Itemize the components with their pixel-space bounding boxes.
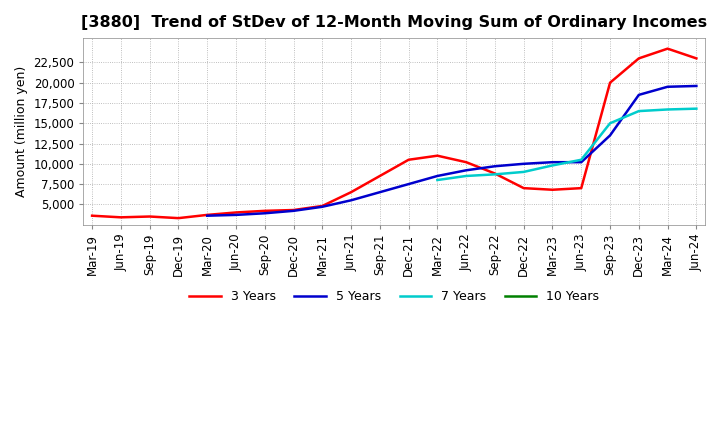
7 Years (548, 163, 557, 168)
7 Years (692, 106, 701, 111)
7 Years (490, 172, 499, 177)
5 Years (261, 211, 269, 216)
7 Years (606, 121, 614, 126)
Line: 7 Years: 7 Years (437, 109, 696, 180)
7 Years (519, 169, 528, 175)
7 Years (634, 108, 643, 114)
3 Years (462, 160, 470, 165)
3 Years (606, 80, 614, 85)
7 Years (433, 177, 441, 183)
5 Years (376, 190, 384, 195)
5 Years (577, 160, 585, 165)
5 Years (203, 213, 212, 218)
5 Years (347, 198, 356, 203)
5 Years (289, 208, 298, 213)
5 Years (490, 164, 499, 169)
3 Years (232, 210, 240, 215)
3 Years (203, 212, 212, 217)
3 Years (490, 171, 499, 176)
3 Years (318, 203, 327, 209)
3 Years (433, 153, 441, 158)
3 Years (88, 213, 96, 218)
3 Years (405, 157, 413, 162)
3 Years (347, 190, 356, 195)
5 Years (606, 133, 614, 138)
5 Years (634, 92, 643, 98)
5 Years (692, 83, 701, 88)
5 Years (232, 212, 240, 217)
5 Years (462, 168, 470, 173)
Y-axis label: Amount (million yen): Amount (million yen) (15, 66, 28, 197)
3 Years (376, 173, 384, 179)
3 Years (261, 208, 269, 213)
3 Years (117, 215, 125, 220)
5 Years (663, 84, 672, 89)
Legend: 3 Years, 5 Years, 7 Years, 10 Years: 3 Years, 5 Years, 7 Years, 10 Years (184, 285, 604, 308)
5 Years (519, 161, 528, 166)
3 Years (174, 216, 183, 221)
Line: 5 Years: 5 Years (207, 86, 696, 216)
5 Years (548, 160, 557, 165)
5 Years (318, 204, 327, 209)
7 Years (462, 173, 470, 179)
7 Years (577, 157, 585, 162)
3 Years (289, 207, 298, 213)
3 Years (519, 186, 528, 191)
3 Years (692, 56, 701, 61)
3 Years (663, 46, 672, 51)
3 Years (634, 56, 643, 61)
Line: 3 Years: 3 Years (92, 49, 696, 218)
3 Years (577, 186, 585, 191)
5 Years (405, 181, 413, 187)
5 Years (433, 173, 441, 179)
3 Years (548, 187, 557, 192)
3 Years (145, 214, 154, 219)
Title: [3880]  Trend of StDev of 12-Month Moving Sum of Ordinary Incomes: [3880] Trend of StDev of 12-Month Moving… (81, 15, 707, 30)
7 Years (663, 107, 672, 112)
